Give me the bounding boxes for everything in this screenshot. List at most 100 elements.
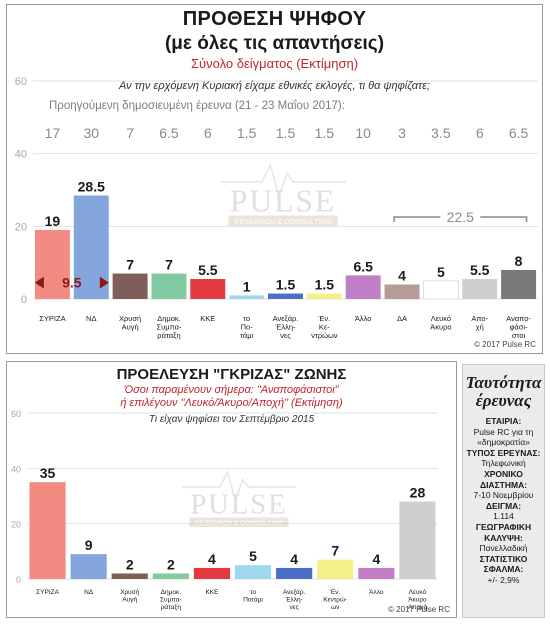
bar-value-label: 5: [437, 264, 445, 280]
bar-value-label: 35: [40, 465, 56, 481]
copyright: © 2017 Pulse RC: [474, 340, 536, 349]
chart-note: Όσοι παραμένουν σήμερα: "Αναποφάσιστοι": [124, 384, 339, 396]
category-label: Άλλο: [369, 589, 384, 596]
coverage-label: ΓΕΩΓΡΑΦΙΚΗ ΚΑΛΥΨΗ:: [475, 521, 532, 543]
bracket-label: 22.5: [447, 209, 474, 225]
info-title: έρευνας: [475, 391, 532, 410]
company-value: Pulse RC για τη «δημοκρατία»: [473, 426, 534, 448]
category-label: Έν. Κε-ντρώων: [311, 314, 338, 340]
previous-value-label: 17: [45, 125, 61, 141]
survey-question: Τι είχαν ψηφίσει τον Σεπτέμβριο 2015: [148, 414, 315, 425]
chart-note: ή επιλέγουν "Λευκό/Άκυρο/Αποχή" (Εκτίμησ…: [120, 397, 343, 409]
bar-value-label: 7: [331, 543, 339, 559]
category-label: ΝΔ: [86, 314, 96, 323]
category-label: Έν. Κεντρώ-ων: [323, 589, 347, 611]
category-label: Ανεξάρ. Έλλη-νες: [283, 588, 306, 611]
difference-marker: 9.5: [34, 275, 109, 291]
grey-zone-panel: 0 20 40 60 PULSE RESEARCH & CONSULTING 35 ΣΥΡΙΖ…: [6, 361, 457, 618]
y-tick-label: 40: [11, 464, 21, 474]
previous-value-label: 6.5: [509, 125, 529, 141]
previous-value-label: 6: [204, 125, 212, 141]
category-label-line: χή: [476, 323, 484, 332]
category-label-line: Αυγή: [122, 323, 139, 332]
category-label-line: Άκυρο: [408, 597, 427, 604]
bar-value-label: 1: [243, 278, 251, 294]
category-label-line: ράταξη: [157, 331, 180, 340]
y-tick-label: 60: [15, 76, 27, 88]
bar: [234, 565, 272, 579]
chart-title: ΠΡΟΘΕΣΗ ΨΗΦΟΥ: [182, 8, 367, 30]
sample-size-label: ΔΕΙΓΜΑ:: [485, 500, 522, 511]
bar-value-label: 6.5: [353, 258, 373, 274]
info-details: ΕΤΑΙΡΙΑ: Pulse RC για τη «δημοκρατία» ΤΥ…: [466, 416, 541, 586]
category-label-line: νες: [280, 331, 291, 340]
watermark-logo: PULSE: [190, 490, 287, 521]
category-label: Απο-χή: [471, 314, 488, 332]
category-label-line: Έν.: [329, 589, 340, 596]
sample-size-value: 1.114: [493, 511, 514, 522]
category-label: ΔΑ: [397, 314, 407, 323]
info-title: Ταυτότητα: [465, 373, 542, 392]
category-label-line: Χρυσή: [119, 314, 141, 323]
bar: [111, 573, 148, 579]
previous-value-label: 1.5: [315, 125, 335, 141]
watermark-band: [189, 517, 289, 527]
category-label-line: Δημοκ.: [161, 589, 182, 596]
bar: [268, 293, 303, 299]
chart-subtitle: (με όλες τις απαντήσεις): [164, 33, 385, 54]
category-label-line: Άλλο: [369, 589, 384, 596]
category-label-line: ΔΑ: [397, 314, 407, 323]
category-label-line: ΚΚΕ: [205, 589, 219, 596]
type-value: Τηλεφωνική: [481, 458, 526, 469]
y-tick-label: 20: [11, 520, 21, 530]
category-label-line: Άλλο: [355, 314, 372, 323]
category-label-line: Συμπα-: [156, 323, 181, 332]
bar-value-label: 5.5: [198, 262, 218, 278]
bar-value-label: 7: [126, 257, 134, 273]
category-label-line: Αποχή: [408, 604, 428, 611]
bar: [345, 275, 381, 299]
bar-value-label: 7: [165, 257, 173, 273]
category-label-line: το: [250, 589, 256, 596]
bar: [358, 567, 395, 579]
bar: [384, 284, 420, 299]
previous-value-label: 30: [83, 125, 99, 141]
y-tick-label: 0: [16, 575, 21, 585]
period-label: ΧΡΟΝΙΚΟ ΔΙΑΣΤΗΜΑ:: [479, 468, 528, 490]
bar-value-label: 2: [126, 556, 134, 572]
category-label: ΚΚΕ: [205, 589, 219, 596]
previous-value-label: 1.5: [237, 125, 257, 141]
category-label: ΣΥΡΙΖΑ: [36, 589, 59, 596]
category-label-line: ΝΔ: [84, 589, 94, 596]
category-label-line: Χρυσή: [120, 589, 140, 596]
category-label-line: Κεντρώ-: [323, 596, 347, 604]
bar-value-label: 4: [372, 551, 380, 567]
bar: [276, 567, 313, 579]
category-label: το Ποτάμι: [243, 589, 263, 604]
previous-value-label: 10: [355, 125, 371, 141]
previous-value-label: 1.5: [276, 125, 296, 141]
category-label-line: Συμπα-: [160, 597, 182, 604]
bar-value-label: 5.5: [470, 262, 490, 278]
category-label-line: Κε-: [319, 323, 330, 332]
category-label-line: Ανεξάρ.: [283, 588, 306, 596]
y-tick-label: 40: [15, 149, 27, 161]
bar: [190, 279, 226, 299]
category-label-line: Αυγή: [122, 597, 137, 604]
category-label: Δημοκ. Συμπα-ράταξη: [156, 314, 181, 340]
category-label-line: το: [243, 314, 250, 323]
chart-title: ΠΡΟΕΛΕΥΣΗ "ΓΚΡΙΖΑΣ" ΖΩΝΗΣ: [116, 366, 347, 383]
difference-label: 9.5: [62, 275, 82, 291]
category-label-line: στοι: [512, 331, 526, 340]
category-label-line: Πο-: [241, 323, 254, 332]
bar-value-label: 1.5: [276, 277, 296, 293]
period-value: 7-10 Νοεμβρίου: [473, 490, 534, 501]
bar: [229, 295, 265, 299]
bar: [462, 279, 498, 299]
bar: [306, 293, 342, 299]
bar-value-label: 28.5: [78, 178, 105, 194]
category-label-line: Έν.: [317, 314, 330, 323]
pulse-wave-icon: [182, 469, 296, 503]
company-label: ΕΤΑΙΡΙΑ:: [485, 416, 522, 426]
category-label: ΝΔ: [84, 589, 94, 596]
